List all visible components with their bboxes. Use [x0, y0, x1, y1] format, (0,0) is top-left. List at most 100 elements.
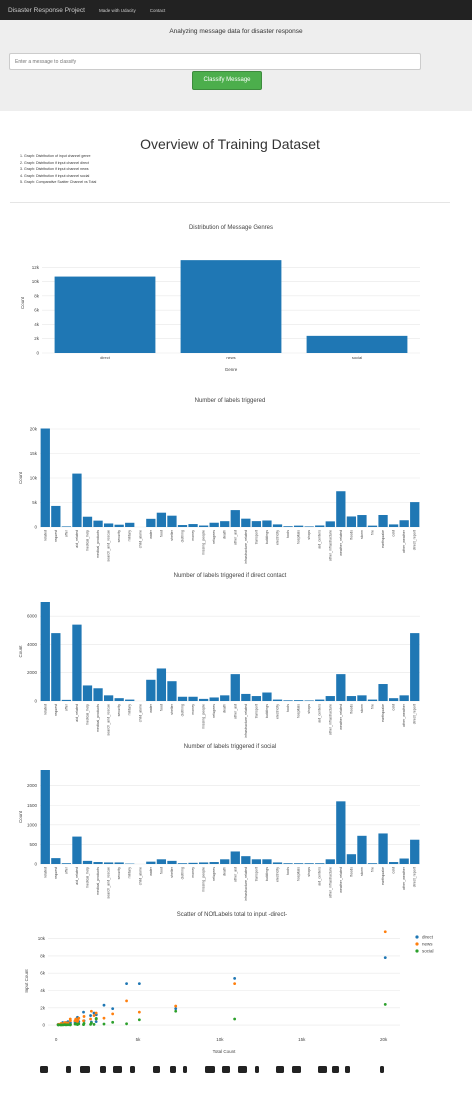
bar [72, 624, 82, 701]
bar [272, 699, 283, 701]
bar [241, 518, 251, 527]
bar [230, 510, 240, 527]
bar [198, 862, 209, 864]
cropped-tick-glyph [332, 1066, 339, 1073]
y-axis-label: Count [18, 810, 23, 823]
bar [399, 858, 409, 864]
bar [325, 859, 335, 864]
scatter-point-news [92, 1014, 96, 1017]
toc-item: 3. Graph: Distribution if input channel … [20, 167, 89, 171]
scatter-point-social [59, 1023, 63, 1027]
bar [283, 526, 293, 527]
legend-marker-news [415, 942, 419, 946]
x-tick-label: other_weather [402, 866, 406, 890]
bar [251, 859, 262, 864]
labels-direct-chart: Number of labels triggered if direct con… [18, 573, 420, 738]
x-tick-label: request [54, 530, 58, 542]
bar [220, 521, 230, 527]
cropped-tick-glyph [66, 1066, 71, 1073]
bar [103, 862, 114, 864]
bar [72, 836, 82, 864]
y-tick-label: 6000 [27, 614, 38, 619]
classify-message-button[interactable]: Classify Message [192, 71, 262, 90]
x-tick-label: infrastructure_related [244, 530, 248, 564]
scatter-point-social [174, 1009, 178, 1013]
x-tick-label: buildings [265, 867, 269, 881]
bar [378, 684, 388, 701]
bar [315, 525, 325, 527]
bar [61, 863, 72, 864]
x-tick-label: direct [100, 355, 111, 360]
bar [388, 524, 399, 527]
y-tick-label: 1000 [27, 822, 38, 827]
scatter-point-news [102, 1016, 106, 1020]
bar [51, 858, 61, 864]
bar [146, 518, 156, 527]
bar [209, 862, 219, 864]
scatter-point-social [383, 1002, 387, 1006]
y-tick-label: 10k [30, 476, 38, 481]
bar [315, 863, 325, 864]
bar [209, 522, 219, 527]
bar [357, 695, 367, 701]
cropped-tick-glyph [345, 1066, 350, 1073]
nav-link-udacity[interactable]: Made with Udacity [98, 7, 136, 13]
x-tick-label: electricity [276, 867, 280, 882]
x-tick-label: medical_products [96, 867, 100, 895]
x-tick-label: floods [349, 530, 353, 540]
y-axis-label: Count [20, 296, 25, 309]
x-tick-label: social [352, 355, 362, 360]
legend-label-direct: direct [422, 935, 434, 940]
scatter-point-direct [111, 1007, 115, 1011]
x-tick-label: death [223, 530, 227, 539]
x-tick-label: offer [64, 529, 68, 537]
x-tick-label: direct_report [413, 867, 417, 887]
scatter-point-news [76, 1020, 79, 1024]
x-tick-label: death [223, 704, 227, 713]
x-tick-label: request [54, 704, 58, 716]
bar [304, 526, 314, 527]
x-tick-label: medical_products [96, 704, 100, 732]
x-tick-label: news [226, 355, 235, 360]
bar [325, 696, 335, 701]
x-tick-label: missing_people [202, 530, 206, 555]
labels-triggered-chart: Number of labels triggered 0 5k 10k 15k 20k Co… [18, 398, 420, 564]
x-tick-label: direct_report [413, 530, 417, 550]
scatter-point-news [111, 1012, 115, 1016]
message-input[interactable] [9, 53, 421, 70]
x-tick-label: security [117, 704, 121, 717]
bar [399, 695, 409, 701]
nav-link-contact[interactable]: Contact [149, 7, 166, 13]
labels-social-chart: Number of labels triggered if social 0 500… [18, 744, 420, 901]
toc-item: 5. Graph: Comparative Scatter Channel vs… [20, 180, 97, 184]
x-tick-label: related [43, 704, 47, 715]
navbar-brand[interactable]: Disaster Response Project [8, 6, 85, 14]
x-tick-label: food [159, 867, 163, 874]
x-tick-label: 5k [136, 1037, 142, 1042]
cropped-tick-glyph [170, 1066, 176, 1073]
bar [93, 862, 103, 864]
x-tick-label: water [149, 703, 153, 713]
bar [378, 833, 388, 864]
bar [167, 860, 177, 864]
scatter-chart: Scatter of NOfLabels total to input -dir… [24, 912, 434, 1054]
y-tick-label: 4k [40, 988, 46, 993]
scatter-point-social [233, 1017, 237, 1021]
bar [220, 695, 230, 701]
bar [367, 525, 378, 527]
scatter-point-news [383, 930, 387, 934]
bar [146, 861, 156, 864]
x-tick-label: 10k [216, 1037, 224, 1042]
y-axis-label: Count [18, 471, 23, 484]
x-tick-label: offer [64, 866, 68, 874]
x-tick-label: money [191, 530, 195, 541]
x-tick-label: aid_centers [318, 704, 322, 723]
bar [125, 699, 135, 701]
x-tick-label: aid_related [75, 530, 79, 548]
bar [230, 674, 240, 701]
y-tick-label: 10k [32, 279, 40, 284]
x-tick-label: food [159, 530, 163, 537]
bar [230, 851, 240, 864]
x-tick-label: other_infrastructure [328, 704, 332, 735]
x-tick-label: hospitals [297, 530, 301, 544]
